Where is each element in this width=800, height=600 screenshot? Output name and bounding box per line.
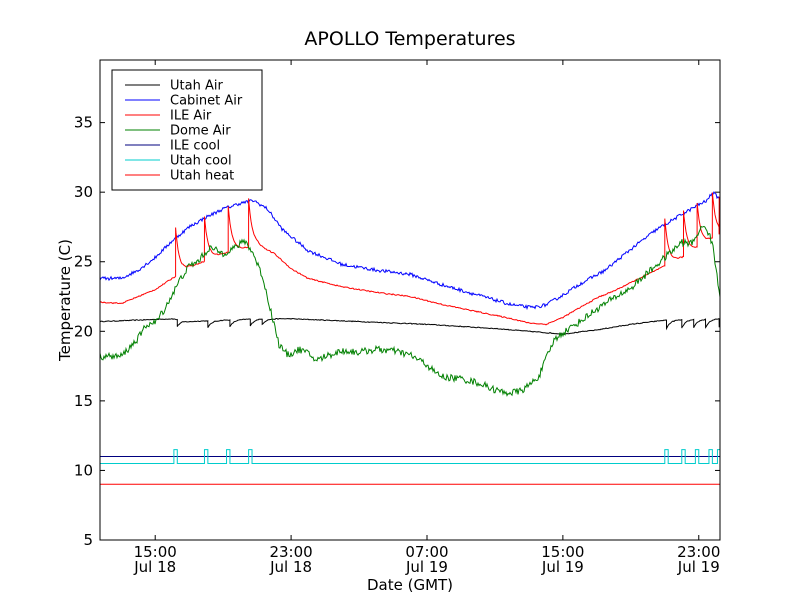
legend-label-utah-air: Utah Air <box>170 79 223 94</box>
plot-frame <box>99 59 721 541</box>
series-line-ile-air <box>99 192 721 326</box>
y-tick-label: 30 <box>74 183 93 201</box>
series-line-cabinet-air <box>99 190 721 311</box>
x-axis-label: Date (GMT) <box>367 576 453 594</box>
x-tick-label-time: 23:00 <box>677 543 720 561</box>
series-line-dome-air <box>99 225 721 397</box>
x-tick-label-time: 15:00 <box>134 543 177 561</box>
x-tick-label-time: 15:00 <box>541 543 584 561</box>
x-tick-label-date: Jul 19 <box>541 558 584 576</box>
series-layer <box>99 190 721 485</box>
legend-label-cabinet-air: Cabinet Air <box>170 94 243 109</box>
legend-label-ile-air: ILE Air <box>170 109 212 124</box>
y-tick-label: 5 <box>83 531 93 549</box>
series-line-utah-air <box>99 317 721 335</box>
y-tick-label: 25 <box>74 253 93 271</box>
x-tick-label-date: Jul 18 <box>269 558 312 576</box>
chart-title: APOLLO Temperatures <box>304 28 515 50</box>
legend-label-dome-air: Dome Air <box>170 124 231 139</box>
x-tick-label-date: Jul 19 <box>405 558 448 576</box>
x-tick-label-time: 23:00 <box>269 543 312 561</box>
x-tick-label-date: Jul 18 <box>133 558 176 576</box>
y-tick-label: 10 <box>74 461 93 479</box>
x-tick-label-date: Jul 19 <box>677 558 720 576</box>
x-tick-label-time: 07:00 <box>405 543 448 561</box>
y-tick-label: 15 <box>74 392 93 410</box>
series-line-utah-cool <box>100 449 721 464</box>
y-axis-label: Temperature (C) <box>56 239 74 362</box>
y-tick-label: 20 <box>74 322 93 340</box>
legend-label-ile-cool: ILE cool <box>170 139 220 154</box>
legend-label-utah-cool: Utah cool <box>170 154 232 169</box>
y-tick-label: 35 <box>74 114 93 132</box>
legend-label-utah-heat: Utah heat <box>170 169 234 184</box>
